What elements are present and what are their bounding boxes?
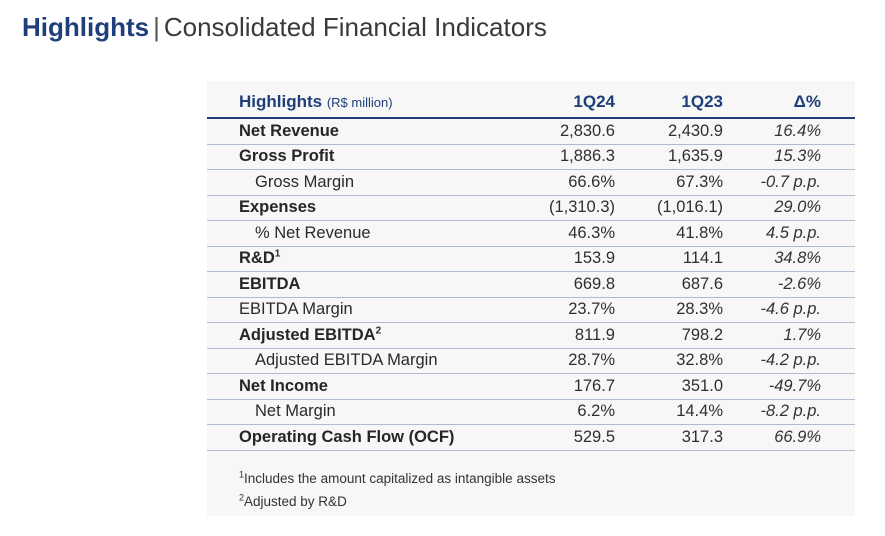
header-col-delta: Δ% bbox=[723, 86, 855, 119]
cell-delta: -2.6% bbox=[723, 271, 855, 298]
row-label: Net Revenue bbox=[207, 118, 507, 145]
row-label-cell: R&D1 bbox=[207, 246, 507, 272]
cell-delta: 1.7% bbox=[723, 322, 855, 349]
cell-delta: -4.2 p.p. bbox=[723, 348, 855, 374]
title-highlight: Highlights bbox=[22, 12, 150, 42]
cell-1q24: (1,310.3) bbox=[507, 195, 615, 221]
footnote-text: Adjusted by R&D bbox=[244, 494, 347, 509]
table-row: EBITDA 669.8 687.6 -2.6% bbox=[207, 271, 855, 298]
cell-1q24: 176.7 bbox=[507, 373, 615, 400]
cell-1q23: 32.8% bbox=[615, 348, 723, 374]
row-label: Net Margin bbox=[207, 399, 507, 425]
footnote-mark: 2 bbox=[239, 492, 245, 503]
cell-1q23: 41.8% bbox=[615, 220, 723, 247]
row-label: R&D bbox=[239, 249, 275, 268]
row-label-cell: Adjusted EBITDA2 bbox=[207, 322, 507, 349]
page-title: Highlights | Consolidated Financial Indica… bbox=[22, 10, 547, 44]
table-header-row: Highlights (R$ million) 1Q24 1Q23 Δ% bbox=[207, 86, 855, 119]
cell-delta: 66.9% bbox=[723, 424, 855, 451]
cell-delta: -4.6 p.p. bbox=[723, 297, 855, 323]
cell-1q23: 28.3% bbox=[615, 297, 723, 323]
cell-1q23: 798.2 bbox=[615, 322, 723, 349]
footnote-mark: 1 bbox=[239, 469, 245, 480]
cell-1q24: 1,886.3 bbox=[507, 144, 615, 170]
row-label: Adjusted EBITDA Margin bbox=[207, 348, 507, 374]
title-separator: | bbox=[153, 12, 160, 42]
row-label: Gross Margin bbox=[207, 169, 507, 196]
cell-1q23: 317.3 bbox=[615, 424, 723, 451]
cell-1q24: 46.3% bbox=[507, 220, 615, 247]
cell-delta: -49.7% bbox=[723, 373, 855, 400]
cell-1q24: 23.7% bbox=[507, 297, 615, 323]
cell-1q23: 67.3% bbox=[615, 169, 723, 196]
cell-1q23: 2,430.9 bbox=[615, 118, 723, 145]
header-label-cell: Highlights (R$ million) bbox=[207, 86, 507, 119]
row-label: Expenses bbox=[207, 195, 507, 221]
table-row: Adjusted EBITDA2 811.9 798.2 1.7% bbox=[207, 322, 855, 349]
row-label: Net Income bbox=[207, 373, 507, 400]
footnote-text: Includes the amount capitalized as intan… bbox=[244, 471, 556, 486]
cell-1q23: 114.1 bbox=[615, 246, 723, 272]
cell-1q24: 669.8 bbox=[507, 271, 615, 298]
cell-1q23: 687.6 bbox=[615, 271, 723, 298]
cell-delta: 15.3% bbox=[723, 144, 855, 170]
cell-delta: -8.2 p.p. bbox=[723, 399, 855, 425]
cell-1q24: 529.5 bbox=[507, 424, 615, 451]
cell-delta: 16.4% bbox=[723, 118, 855, 145]
table-row: Net Income 176.7 351.0 -49.7% bbox=[207, 373, 855, 400]
header-col-1q23: 1Q23 bbox=[615, 86, 723, 119]
table-row: Operating Cash Flow (OCF) 529.5 317.3 66… bbox=[207, 424, 855, 451]
cell-delta: 29.0% bbox=[723, 195, 855, 221]
footnote-1: 1Includes the amount capitalized as inta… bbox=[239, 467, 555, 490]
row-label: Adjusted EBITDA bbox=[239, 325, 376, 344]
cell-1q24: 66.6% bbox=[507, 169, 615, 196]
header-label: Highlights bbox=[239, 91, 323, 111]
cell-1q24: 28.7% bbox=[507, 348, 615, 374]
cell-1q24: 811.9 bbox=[507, 322, 615, 349]
cell-1q23: 1,635.9 bbox=[615, 144, 723, 170]
cell-1q24: 6.2% bbox=[507, 399, 615, 425]
footnote-2: 2Adjusted by R&D bbox=[239, 490, 555, 513]
cell-1q24: 153.9 bbox=[507, 246, 615, 272]
header-unit: (R$ million) bbox=[326, 94, 393, 110]
table-row: EBITDA Margin 23.7% 28.3% -4.6 p.p. bbox=[207, 297, 855, 323]
table-row: Gross Profit 1,886.3 1,635.9 15.3% bbox=[207, 144, 855, 170]
table-row: Adjusted EBITDA Margin 28.7% 32.8% -4.2 … bbox=[207, 348, 855, 374]
row-label: % Net Revenue bbox=[207, 220, 507, 247]
row-label: Gross Profit bbox=[207, 144, 507, 170]
table-row: Gross Margin 66.6% 67.3% -0.7 p.p. bbox=[207, 169, 855, 196]
footnote-mark: 1 bbox=[274, 248, 281, 260]
cell-1q23: 351.0 bbox=[615, 373, 723, 400]
highlights-table: Highlights (R$ million) 1Q24 1Q23 Δ% Net… bbox=[207, 86, 855, 451]
cell-1q23: (1,016.1) bbox=[615, 195, 723, 221]
row-label: Operating Cash Flow (OCF) bbox=[207, 424, 507, 451]
footnotes: 1Includes the amount capitalized as inta… bbox=[239, 467, 555, 513]
table-row: Net Revenue 2,830.6 2,430.9 16.4% bbox=[207, 118, 855, 145]
cell-delta: 4.5 p.p. bbox=[723, 220, 855, 247]
highlights-panel: Highlights (R$ million) 1Q24 1Q23 Δ% Net… bbox=[207, 81, 855, 516]
row-label: EBITDA bbox=[207, 271, 507, 298]
footnote-mark: 2 bbox=[375, 325, 382, 337]
table-row: Net Margin 6.2% 14.4% -8.2 p.p. bbox=[207, 399, 855, 425]
cell-delta: -0.7 p.p. bbox=[723, 169, 855, 196]
cell-delta: 34.8% bbox=[723, 246, 855, 272]
cell-1q24: 2,830.6 bbox=[507, 118, 615, 145]
table-row: R&D1 153.9 114.1 34.8% bbox=[207, 246, 855, 272]
table-row: Expenses (1,310.3) (1,016.1) 29.0% bbox=[207, 195, 855, 221]
header-col-1q24: 1Q24 bbox=[507, 86, 615, 119]
title-rest: Consolidated Financial Indicators bbox=[163, 12, 547, 42]
row-label: EBITDA Margin bbox=[207, 297, 507, 323]
table-row: % Net Revenue 46.3% 41.8% 4.5 p.p. bbox=[207, 220, 855, 247]
cell-1q23: 14.4% bbox=[615, 399, 723, 425]
